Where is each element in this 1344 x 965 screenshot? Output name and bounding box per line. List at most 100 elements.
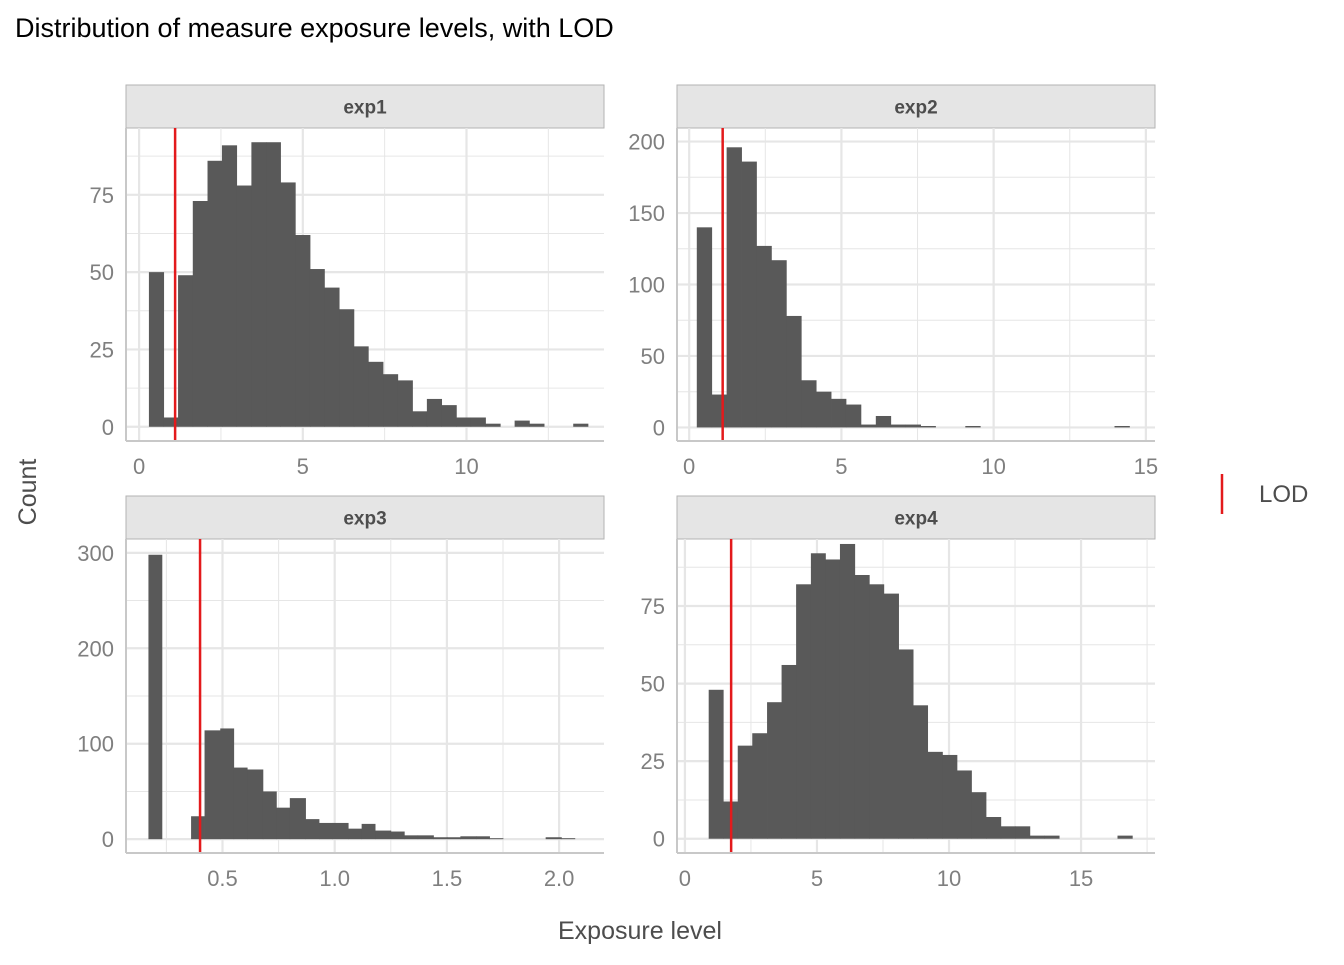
histogram-bar — [810, 553, 826, 839]
histogram-bar — [236, 185, 252, 427]
histogram-bar — [1044, 835, 1060, 839]
histogram-bar — [289, 798, 306, 840]
histogram-bar — [446, 837, 461, 840]
x-tick-label: 0 — [679, 866, 691, 891]
histogram-bar — [927, 751, 943, 839]
x-tick-label: 5 — [297, 454, 309, 479]
histogram-bar — [767, 702, 782, 839]
histogram-bar — [148, 554, 163, 840]
y-tick-label: 25 — [641, 749, 665, 774]
histogram-bar — [426, 398, 443, 427]
histogram-bar — [845, 404, 862, 428]
facet-strip-label: exp2 — [894, 98, 937, 119]
histogram-bar — [280, 182, 296, 427]
facet-strip — [125, 495, 605, 540]
y-tick-label: 300 — [77, 541, 114, 566]
x-tick-label: 10 — [981, 454, 1005, 479]
histogram-bar — [348, 828, 363, 840]
chart-title: Distribution of measure exposure levels,… — [15, 13, 614, 43]
y-tick-label: 0 — [653, 415, 665, 440]
histogram-bar — [696, 227, 713, 428]
histogram-bar — [460, 836, 477, 840]
histogram-bar — [485, 423, 501, 427]
histogram-bar — [178, 275, 194, 427]
histogram-bar — [771, 260, 787, 428]
histogram-bar — [318, 822, 333, 840]
facet-strip-label: exp4 — [894, 509, 938, 530]
histogram-bar — [883, 593, 899, 839]
histogram-bar — [825, 559, 841, 839]
x-tick-label: 1.0 — [319, 866, 350, 891]
x-tick-label: 5 — [835, 454, 847, 479]
histogram-bar — [375, 830, 392, 840]
histogram-bar — [1029, 835, 1046, 839]
histogram-bar — [726, 147, 742, 428]
histogram-bar — [905, 424, 921, 428]
histogram-bar — [1117, 835, 1133, 839]
x-tick-label: 5 — [811, 866, 823, 891]
histogram-bar — [192, 200, 208, 427]
histogram-bar — [470, 417, 486, 427]
x-tick-label: 15 — [1134, 454, 1158, 479]
histogram-bar — [220, 728, 235, 840]
histogram-bar — [545, 837, 562, 840]
histogram-bar — [191, 816, 205, 840]
histogram-bar — [305, 819, 320, 840]
histogram-bar — [295, 235, 311, 427]
y-tick-label: 200 — [628, 130, 665, 155]
y-tick-label: 0 — [102, 415, 114, 440]
histogram-bar — [207, 160, 223, 427]
y-tick-label: 200 — [77, 636, 114, 661]
y-tick-label: 150 — [628, 201, 665, 226]
facet-strip-label: exp3 — [343, 509, 386, 530]
facet-strip — [676, 495, 1156, 540]
y-tick-label: 100 — [77, 732, 114, 757]
y-tick-label: 25 — [90, 337, 114, 362]
histogram-bar — [860, 424, 877, 428]
legend-label: LOD — [1259, 481, 1308, 508]
histogram-bar — [561, 838, 576, 840]
histogram-bar — [752, 733, 768, 839]
histogram-bar — [383, 374, 399, 427]
histogram-bar — [920, 425, 936, 428]
histogram-bar — [801, 380, 817, 428]
histogram-bar — [417, 835, 434, 840]
histogram-bar — [711, 394, 728, 428]
histogram-bar — [204, 730, 221, 840]
x-tick-label: 1.5 — [432, 866, 463, 891]
histogram-bar — [573, 423, 589, 427]
histogram-bar — [816, 391, 832, 428]
histogram-bar — [390, 831, 405, 840]
histogram-bar — [854, 574, 870, 839]
histogram-bar — [251, 142, 267, 427]
histogram-bar — [324, 287, 340, 427]
histogram-bar — [397, 380, 413, 427]
histogram-bar — [913, 705, 929, 839]
x-tick-label: 15 — [1069, 866, 1093, 891]
x-tick-label: 0 — [683, 454, 695, 479]
facet-panel-exp4: exp4 0 5 10 15 0 25 50 75 — [641, 495, 1156, 891]
histogram-bar — [476, 836, 490, 840]
x-tick-label: 10 — [454, 454, 478, 479]
histogram-bar — [1000, 826, 1016, 839]
histogram-bar — [971, 792, 987, 839]
y-tick-label: 0 — [102, 827, 114, 852]
facet-panel-exp1: exp1 0 5 10 0 25 50 75 — [90, 84, 605, 479]
facet-strip-label: exp1 — [343, 98, 387, 119]
histogram-bar — [163, 417, 179, 427]
x-axis-title: Exposure level — [558, 917, 722, 945]
histogram-bar — [869, 584, 885, 839]
histogram-bar — [361, 823, 376, 840]
histogram-bar — [309, 269, 325, 427]
x-tick-label: 0 — [133, 454, 145, 479]
histogram-bar — [756, 245, 772, 428]
histogram-bar — [965, 425, 981, 428]
facet-panel-exp3: exp3 0.5 1.0 1.5 2.0 0 100 200 300 — [77, 495, 605, 891]
x-tick-label: 10 — [937, 866, 961, 891]
histogram-bar — [276, 807, 291, 840]
histogram-bar — [148, 272, 165, 427]
